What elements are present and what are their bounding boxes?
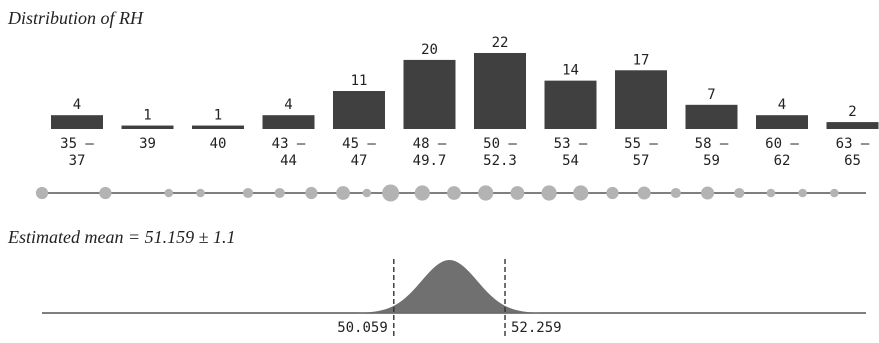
sample-dot <box>541 185 557 201</box>
sample-dot <box>670 187 681 199</box>
sample-dot <box>305 186 318 200</box>
category-tick-label: 60 –62 <box>765 136 799 169</box>
bar <box>403 59 456 130</box>
category-tick-label: 43 –44 <box>272 136 306 169</box>
bar <box>192 125 244 129</box>
sample-dot <box>274 187 285 199</box>
sample-dot <box>99 186 112 200</box>
sample-dot <box>35 186 49 200</box>
bar-value-label: 4 <box>778 97 786 113</box>
category-tick-label: 50 –52.3 <box>483 136 517 169</box>
sample-dot <box>414 185 430 201</box>
sample-dot <box>798 188 807 198</box>
category-tick-label: 58 –59 <box>695 136 729 169</box>
bar <box>262 115 315 129</box>
bar-value-label: 1 <box>214 108 222 124</box>
sample-dot <box>382 184 400 202</box>
category-tick-label: 40 <box>210 136 227 152</box>
category-tick-label: 63 –65 <box>836 136 870 169</box>
category-tick-label: 53 –54 <box>554 136 588 169</box>
category-tick-label: 55 –57 <box>624 136 658 169</box>
bar-value-label: 2 <box>848 104 856 120</box>
bar <box>615 70 667 129</box>
sample-dot <box>336 186 350 200</box>
bar-value-label: 4 <box>284 97 292 113</box>
sample-dot <box>478 185 494 201</box>
sample-dot <box>606 186 619 200</box>
sample-dot <box>701 186 715 200</box>
bar <box>685 104 738 129</box>
sample-dot <box>766 188 776 198</box>
bar-value-label: 22 <box>492 35 509 51</box>
distribution-title: Distribution of RH <box>7 8 144 28</box>
category-tick-label: 45 –47 <box>342 136 376 169</box>
category-tick-label: 35 –37 <box>60 136 94 169</box>
mean-density-curve <box>349 260 550 313</box>
category-tick-label: 48 –49.7 <box>413 136 447 169</box>
sample-dot <box>164 188 174 198</box>
bar-value-label: 14 <box>562 63 579 79</box>
sample-dot <box>734 187 745 199</box>
bar-value-label: 1 <box>143 108 151 124</box>
dot-strip <box>35 184 866 202</box>
interval-bound-label: 52.259 <box>511 320 562 336</box>
bar <box>826 122 879 129</box>
bar <box>51 115 103 129</box>
sample-dot <box>510 186 525 200</box>
bar <box>474 53 526 129</box>
bar <box>121 125 174 129</box>
bar-value-label: 7 <box>707 87 715 103</box>
sample-dot <box>637 186 651 200</box>
bar <box>333 91 385 129</box>
sample-dot <box>196 188 205 198</box>
bar <box>756 115 808 129</box>
bar-value-label: 20 <box>421 42 438 58</box>
bar-value-label: 17 <box>633 52 650 68</box>
interval-bound-label: 50.059 <box>337 320 388 336</box>
sample-dot <box>573 185 589 201</box>
estimated-mean-title: Estimated mean = 51.159 ± 1.1 <box>7 227 236 247</box>
sample-dot <box>362 188 372 198</box>
mean-panel: 50.059 52.259 <box>42 259 866 339</box>
category-tick-label: 39 <box>139 136 156 152</box>
bar-value-label: 11 <box>351 73 368 89</box>
sample-dot <box>830 188 839 198</box>
sample-dot <box>447 186 461 200</box>
bar <box>544 80 597 129</box>
bar-value-label: 4 <box>73 97 81 113</box>
sample-dot <box>242 187 254 199</box>
